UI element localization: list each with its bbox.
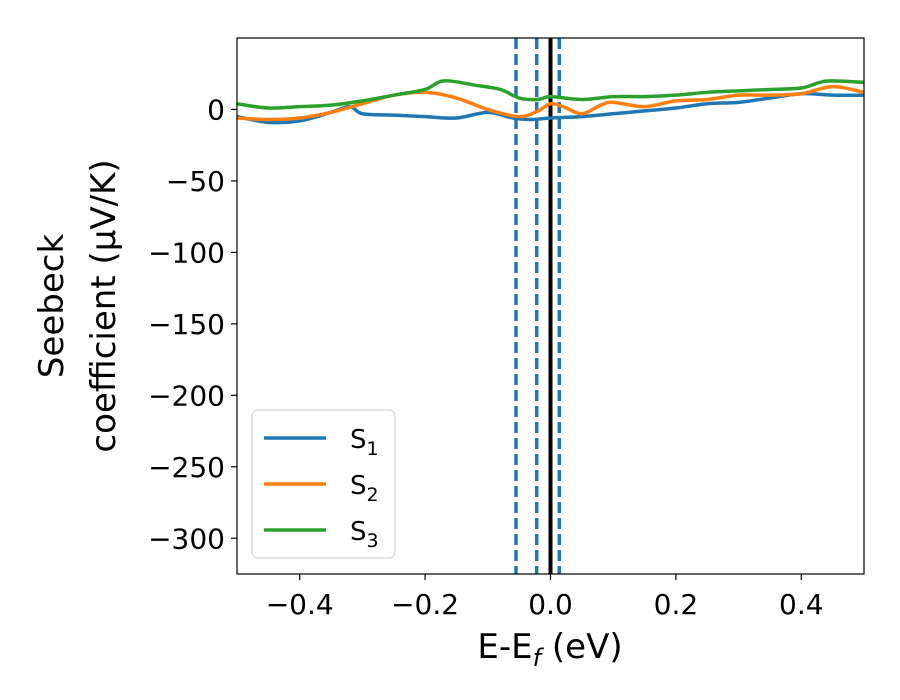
y-axis-label-line1: Seebeck bbox=[32, 234, 72, 379]
legend: S1 S2 S3 bbox=[251, 409, 396, 559]
y-axis-ticks: 0 −50 −100 −150 −200 −250 −300 bbox=[148, 93, 237, 555]
x-tick-label: 0.0 bbox=[528, 588, 573, 621]
series-line-s3 bbox=[237, 79, 864, 110]
x-tick-label: 0.2 bbox=[654, 588, 699, 621]
legend-label-s2: S2 bbox=[350, 471, 379, 506]
x-axis-label: E-Ef (eV) bbox=[477, 627, 622, 672]
legend-label-s3: S3 bbox=[350, 517, 379, 552]
reference-lines bbox=[514, 38, 562, 574]
y-axis-label-line2: coefficient (μV/K) bbox=[84, 159, 124, 452]
x-axis-label-main: E-E bbox=[477, 627, 532, 667]
x-axis-ticks: −0.4 −0.2 0.0 0.2 0.4 bbox=[266, 574, 824, 621]
y-tick-label: −300 bbox=[148, 522, 225, 555]
x-tick-label: −0.2 bbox=[391, 588, 459, 621]
y-tick-label: −50 bbox=[166, 165, 225, 198]
data-series bbox=[237, 79, 864, 125]
y-tick-label: −150 bbox=[148, 308, 225, 341]
x-axis-label-unit: (eV) bbox=[541, 627, 623, 667]
y-tick-label: −200 bbox=[148, 379, 225, 412]
legend-label-s1: S1 bbox=[350, 425, 379, 460]
y-tick-label: 0 bbox=[207, 93, 225, 126]
series-line-s2 bbox=[237, 84, 864, 122]
x-tick-label: 0.4 bbox=[779, 588, 824, 621]
y-tick-label: −250 bbox=[148, 451, 225, 484]
x-tick-label: −0.4 bbox=[266, 588, 334, 621]
y-tick-label: −100 bbox=[148, 236, 225, 269]
y-axis-label: Seebeck coefficient (μV/K) bbox=[32, 159, 124, 452]
